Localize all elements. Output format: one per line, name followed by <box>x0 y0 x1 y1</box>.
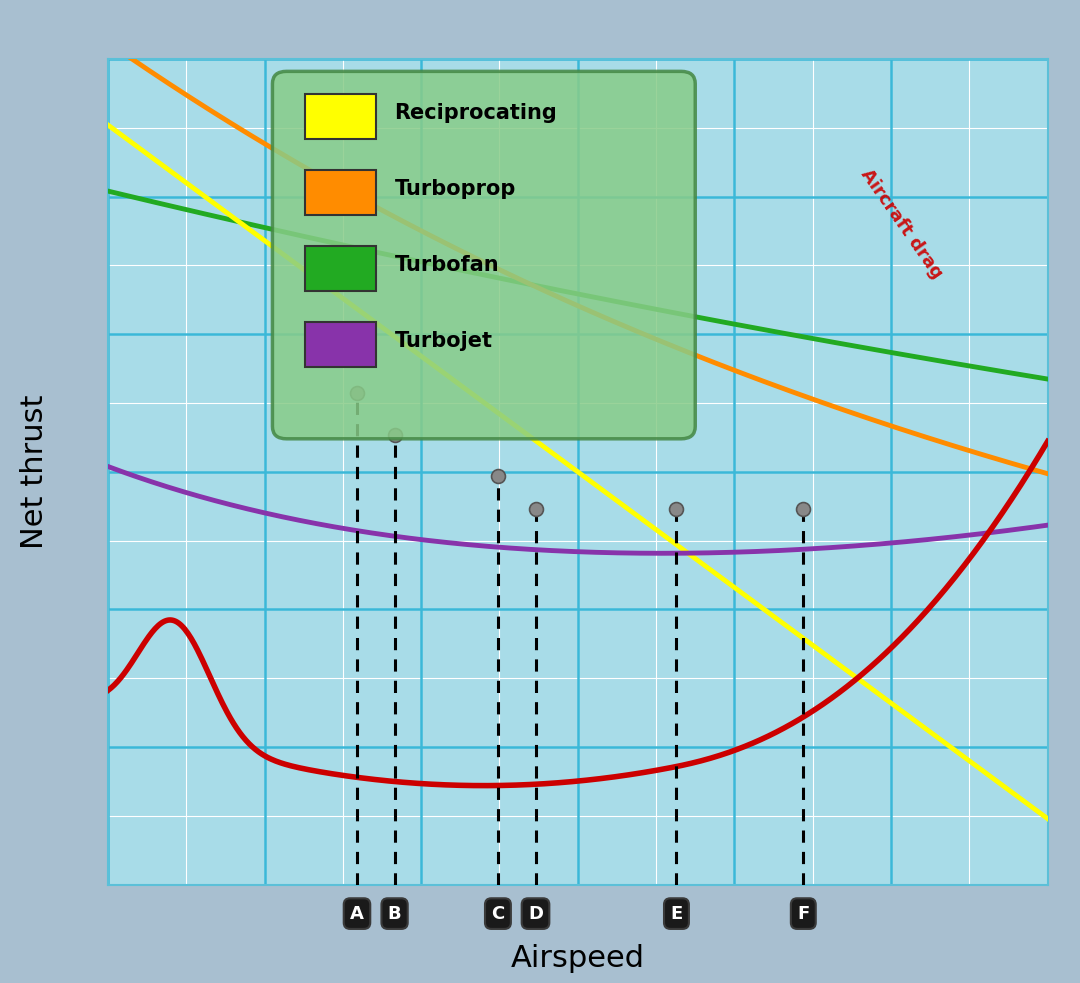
Text: D: D <box>528 904 543 923</box>
Text: C: C <box>491 904 504 923</box>
Text: Aircraft drag: Aircraft drag <box>858 166 946 282</box>
Text: Net thrust: Net thrust <box>21 394 49 549</box>
Text: Turbofan: Turbofan <box>394 255 499 274</box>
Text: Airspeed: Airspeed <box>511 944 645 973</box>
Text: B: B <box>388 904 402 923</box>
FancyBboxPatch shape <box>306 170 376 215</box>
Text: Turbojet: Turbojet <box>394 330 492 351</box>
FancyBboxPatch shape <box>306 246 376 291</box>
FancyBboxPatch shape <box>306 321 376 367</box>
Text: A: A <box>350 904 364 923</box>
Text: Reciprocating: Reciprocating <box>394 102 557 123</box>
FancyBboxPatch shape <box>272 72 696 438</box>
Text: F: F <box>797 904 809 923</box>
Text: E: E <box>671 904 683 923</box>
Text: Turboprop: Turboprop <box>394 179 516 199</box>
FancyBboxPatch shape <box>306 93 376 139</box>
